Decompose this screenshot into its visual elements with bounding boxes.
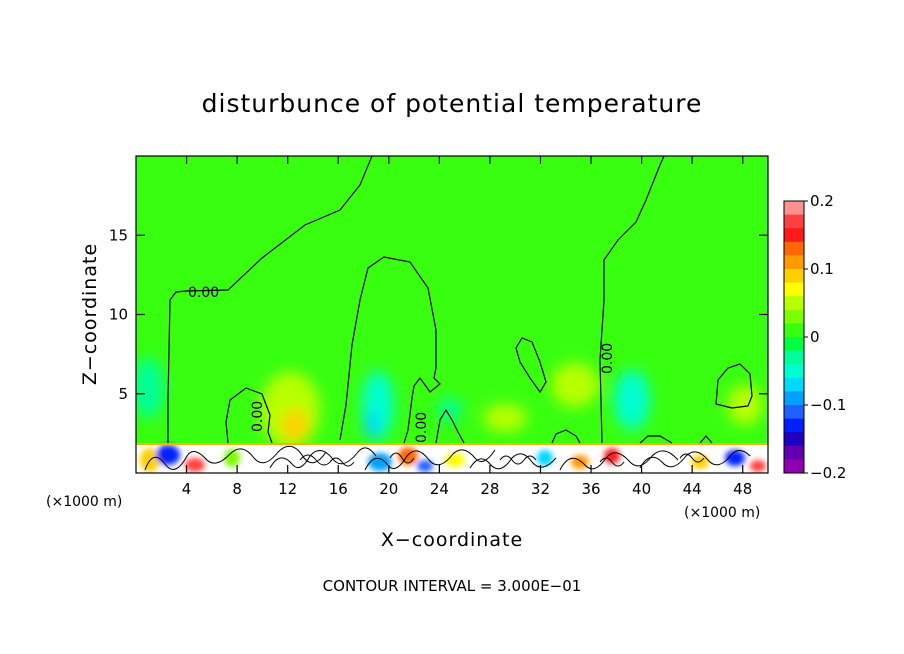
bl-blob	[537, 450, 553, 466]
warm-patch	[483, 404, 527, 432]
boundary-layer-contours	[144, 445, 751, 471]
y-axis-label: Z−coordinate	[79, 243, 101, 385]
contour-line	[551, 429, 713, 444]
x-axis-unit: (×1000 m)	[684, 505, 760, 521]
colorbar-tick-label: −0.2	[810, 464, 846, 482]
colorbar-swatch	[784, 377, 804, 392]
colorbar-swatch	[784, 269, 804, 283]
x-axis-label: X−coordinate	[381, 529, 523, 551]
x-tick-label: 4	[182, 480, 192, 498]
colorbar-swatch	[784, 201, 804, 215]
plot-area: 0.00 0.00 0.00 0.00 4 8 12 16 20 24 28 32 36 40 44…	[109, 155, 769, 498]
x-tick-label: 12	[278, 480, 297, 498]
colorbar-swatch	[784, 296, 804, 311]
boundary-layer	[136, 443, 768, 473]
x-tick-label: 24	[430, 480, 449, 498]
colorbar-swatch	[784, 459, 804, 474]
colorbar-swatch	[784, 255, 804, 270]
bl-blob	[156, 445, 180, 465]
colorbar-swatch	[784, 337, 804, 351]
bl-blob	[445, 453, 465, 467]
contour-label: 0.00	[414, 412, 430, 443]
contour-line	[515, 337, 547, 394]
cool-patch	[438, 398, 462, 422]
colorbar-tick-label: 0	[810, 328, 820, 346]
cool-patch	[364, 411, 380, 439]
y-tick-label: 15	[109, 226, 128, 244]
contour-line	[225, 387, 273, 444]
colorbar-tick-label: 0.1	[810, 260, 834, 278]
y-tick-label: 10	[109, 306, 128, 324]
colorbar-swatch	[784, 405, 804, 419]
contour-line	[599, 156, 665, 444]
contour-line	[167, 156, 373, 443]
x-tick-label: 16	[329, 480, 348, 498]
colorbar-swatch	[784, 445, 804, 460]
colorbar-swatch	[784, 350, 804, 365]
colorbar-swatch	[784, 418, 804, 433]
colorbar-swatch	[784, 391, 804, 406]
bl-blob	[224, 449, 240, 467]
warm-patch	[727, 385, 763, 425]
colorbar-swatch	[784, 309, 804, 324]
colorbar-tick-label: 0.2	[810, 192, 834, 210]
contour-line	[435, 408, 465, 444]
x-tick-label: 40	[632, 480, 651, 498]
cool-patch	[614, 370, 650, 430]
x-tick-label: 8	[232, 480, 242, 498]
x-tick-label: 28	[480, 480, 499, 498]
y-tick-label: 5	[118, 385, 128, 403]
bl-blob	[185, 458, 205, 472]
warm-patch	[281, 409, 309, 441]
bl-blob	[604, 448, 620, 464]
colorbar-swatch	[784, 282, 804, 297]
contour-line	[339, 256, 441, 444]
cool-patch	[136, 358, 164, 418]
x-tick-label: 20	[379, 480, 398, 498]
y-axis-unit: (×1000 m)	[46, 494, 122, 510]
contour-label: 0.00	[188, 285, 219, 301]
plot-background	[136, 156, 768, 473]
colorbar-swatch	[784, 214, 804, 229]
contour-label: 0.00	[600, 343, 616, 374]
bl-blob	[417, 460, 433, 472]
warm-patch	[551, 363, 599, 407]
contour-lines	[167, 156, 753, 444]
x-tick-label: 36	[581, 480, 600, 498]
colorbar: 0.2 0.1 0 −0.1 −0.2	[783, 192, 846, 482]
chart-title: disturbunce of potential temperature	[202, 89, 703, 118]
contour-interval-caption: CONTOUR INTERVAL = 3.000E−01	[323, 577, 582, 595]
colorbar-swatch	[784, 364, 804, 379]
colorbar-tick-label: −0.1	[810, 396, 846, 414]
bl-blob	[368, 453, 392, 471]
field-patches	[136, 358, 763, 448]
colorbar-swatch	[784, 241, 804, 256]
x-tick-label: 32	[531, 480, 550, 498]
contour-line	[715, 363, 753, 409]
bl-blob	[725, 450, 745, 466]
x-tick-label: 44	[683, 480, 702, 498]
colorbar-swatch	[784, 432, 804, 447]
bl-blob	[750, 460, 766, 472]
colorbar-swatch	[784, 323, 804, 338]
contour-label: 0.00	[250, 401, 266, 432]
x-tick-label: 48	[733, 480, 752, 498]
colorbar-swatch	[784, 228, 804, 243]
